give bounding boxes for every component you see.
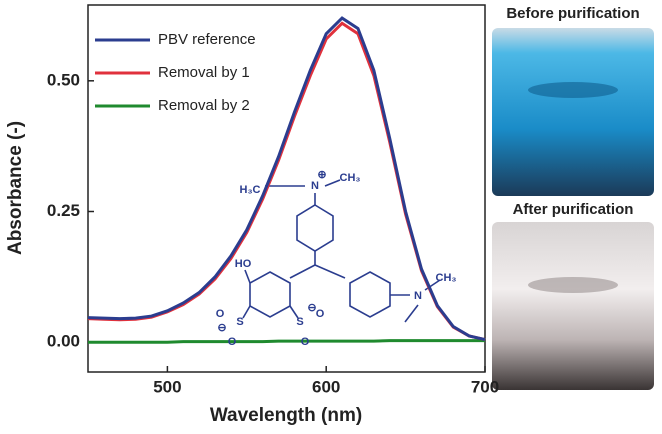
x-tick-label: 600 — [312, 377, 340, 396]
structure-label: O — [316, 308, 325, 320]
structure-label: O — [216, 308, 225, 320]
structure-label: CH₃ — [436, 272, 457, 284]
y-tick-label: 0.00 — [47, 332, 80, 351]
structure-label: S — [236, 316, 243, 328]
plot-frame — [87, 4, 486, 373]
legend-label: PBV reference — [158, 31, 256, 48]
x-axis-label: Wavelength (nm) — [210, 405, 362, 426]
y-axis-label: Absorbance (-) — [5, 121, 26, 255]
photo-detail — [528, 277, 618, 293]
structure-bonds — [242, 179, 441, 323]
line — [87, 16, 486, 342]
line — [88, 339, 485, 344]
photo-label: Before purification — [506, 5, 639, 22]
photo-before — [492, 28, 654, 196]
legend-label: Removal by 1 — [158, 64, 250, 81]
x-tick-label: 700 — [471, 377, 499, 396]
structure-label: H₃C — [240, 184, 261, 196]
photo-detail — [528, 82, 618, 98]
structure-label: N — [414, 290, 422, 302]
structure-label: ⊕ — [317, 169, 326, 181]
structure-label: S — [296, 316, 303, 328]
structure-label: ⊖ — [307, 302, 316, 314]
photo-after — [492, 222, 654, 390]
structure-label: O — [301, 336, 310, 348]
structure-label: N — [311, 180, 319, 192]
y-tick-label: 0.50 — [47, 70, 80, 89]
x-tick-label: 500 — [153, 377, 181, 396]
structure-label: CH₃ — [340, 172, 361, 184]
legend-label: Removal by 2 — [158, 97, 250, 114]
photo-label: After purification — [513, 201, 634, 218]
structure-label: ⊖ — [217, 322, 226, 334]
y-tick-label: 0.25 — [47, 201, 80, 220]
structure-label: HO — [235, 258, 252, 270]
line — [87, 21, 486, 342]
structure-label: O — [228, 336, 237, 348]
